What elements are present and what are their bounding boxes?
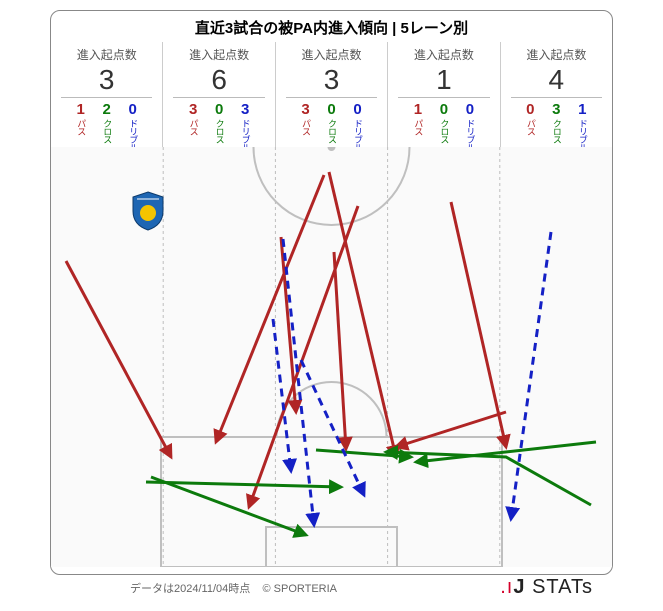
pass-label: パス — [301, 119, 310, 135]
lane-breakdown: 1 パス 2 クロス 0 ドリブル — [51, 102, 162, 151]
footer: データは2024/11/04時点 © SPORTERIA .ıJ STATs — [50, 576, 613, 599]
cross-label: クロス — [102, 119, 111, 143]
pass-label: パス — [76, 119, 85, 135]
team-badge-icon — [131, 191, 165, 231]
lane-col-3: 進入起点数 1 1 パス 0 クロス 0 ドリブル — [388, 42, 500, 148]
lane-cross-val: 0 — [440, 102, 448, 117]
copyright-note: © SPORTERIA — [262, 583, 337, 595]
lane-total: 6 — [173, 63, 264, 98]
lane-total: 4 — [511, 63, 602, 98]
pass-label: パス — [189, 119, 198, 135]
lane-summary-row: 進入起点数 3 1 パス 2 クロス 0 ドリブル 進入起点数 6 3 パス 0 クロス … — [51, 42, 612, 150]
lane-cross-val: 0 — [327, 102, 335, 117]
lane-cross-val: 3 — [552, 102, 560, 117]
drib-label: ドリブル — [465, 119, 474, 151]
cross-label: クロス — [439, 119, 448, 143]
lane-cross-val: 2 — [103, 102, 111, 117]
pass-label: パス — [526, 119, 535, 135]
lane-total: 1 — [398, 63, 489, 98]
lane-pass-val: 0 — [526, 102, 534, 117]
lane-col-4: 進入起点数 4 0 パス 3 クロス 1 ドリブル — [501, 42, 612, 148]
stats-card: 直近3試合の被PA内進入傾向 | 5レーン別 進入起点数 3 1 パス 2 クロス … — [50, 10, 613, 575]
drib-label: ドリブル — [241, 119, 250, 151]
pass-label: パス — [413, 119, 422, 135]
lane-header-label: 進入起点数 — [163, 46, 274, 63]
drib-label: ドリブル — [353, 119, 362, 151]
lane-header-label: 進入起点数 — [276, 46, 387, 63]
jstats-dot-icon: .ı — [500, 576, 513, 598]
chart-title: 直近3試合の被PA内進入傾向 | 5レーン別 — [51, 11, 612, 42]
lane-breakdown: 1 パス 0 クロス 0 ドリブル — [388, 102, 499, 151]
lane-header-label: 進入起点数 — [51, 46, 162, 63]
lane-drib-val: 0 — [353, 102, 361, 117]
jstats-logo: .ıJ STATs — [500, 576, 613, 599]
lane-col-0: 進入起点数 3 1 パス 2 クロス 0 ドリブル — [51, 42, 163, 148]
cross-label: クロス — [552, 119, 561, 143]
lane-pass-val: 1 — [414, 102, 422, 117]
lane-total: 3 — [286, 63, 377, 98]
jstats-text: STATs — [532, 576, 593, 598]
drib-label: ドリブル — [128, 119, 137, 151]
drib-label: ドリブル — [578, 119, 587, 151]
lane-drib-val: 0 — [129, 102, 137, 117]
lane-col-2: 進入起点数 3 3 パス 0 クロス 0 ドリブル — [276, 42, 388, 148]
lane-drib-val: 1 — [578, 102, 586, 117]
lane-breakdown: 0 パス 3 クロス 1 ドリブル — [501, 102, 612, 151]
lane-cross-val: 0 — [215, 102, 223, 117]
lane-breakdown: 3 パス 0 クロス 3 ドリブル — [163, 102, 274, 151]
root-frame: 直近3試合の被PA内進入傾向 | 5レーン別 進入起点数 3 1 パス 2 クロス … — [0, 0, 663, 611]
lane-col-1: 進入起点数 6 3 パス 0 クロス 3 ドリブル — [163, 42, 275, 148]
lane-pass-val: 3 — [189, 102, 197, 117]
footer-text: データは2024/11/04時点 © SPORTERIA — [50, 580, 337, 596]
cross-label: クロス — [215, 119, 224, 143]
lane-pass-val: 3 — [301, 102, 309, 117]
lane-header-label: 進入起点数 — [388, 46, 499, 63]
lane-pass-val: 1 — [77, 102, 85, 117]
lane-total: 3 — [61, 63, 152, 98]
lane-header-label: 進入起点数 — [501, 46, 612, 63]
data-date-note: データは2024/11/04時点 — [130, 583, 250, 595]
lane-drib-val: 3 — [241, 102, 249, 117]
lane-breakdown: 3 パス 0 クロス 0 ドリブル — [276, 102, 387, 151]
jstats-j: J — [513, 576, 525, 598]
cross-label: クロス — [327, 119, 336, 143]
lane-drib-val: 0 — [466, 102, 474, 117]
